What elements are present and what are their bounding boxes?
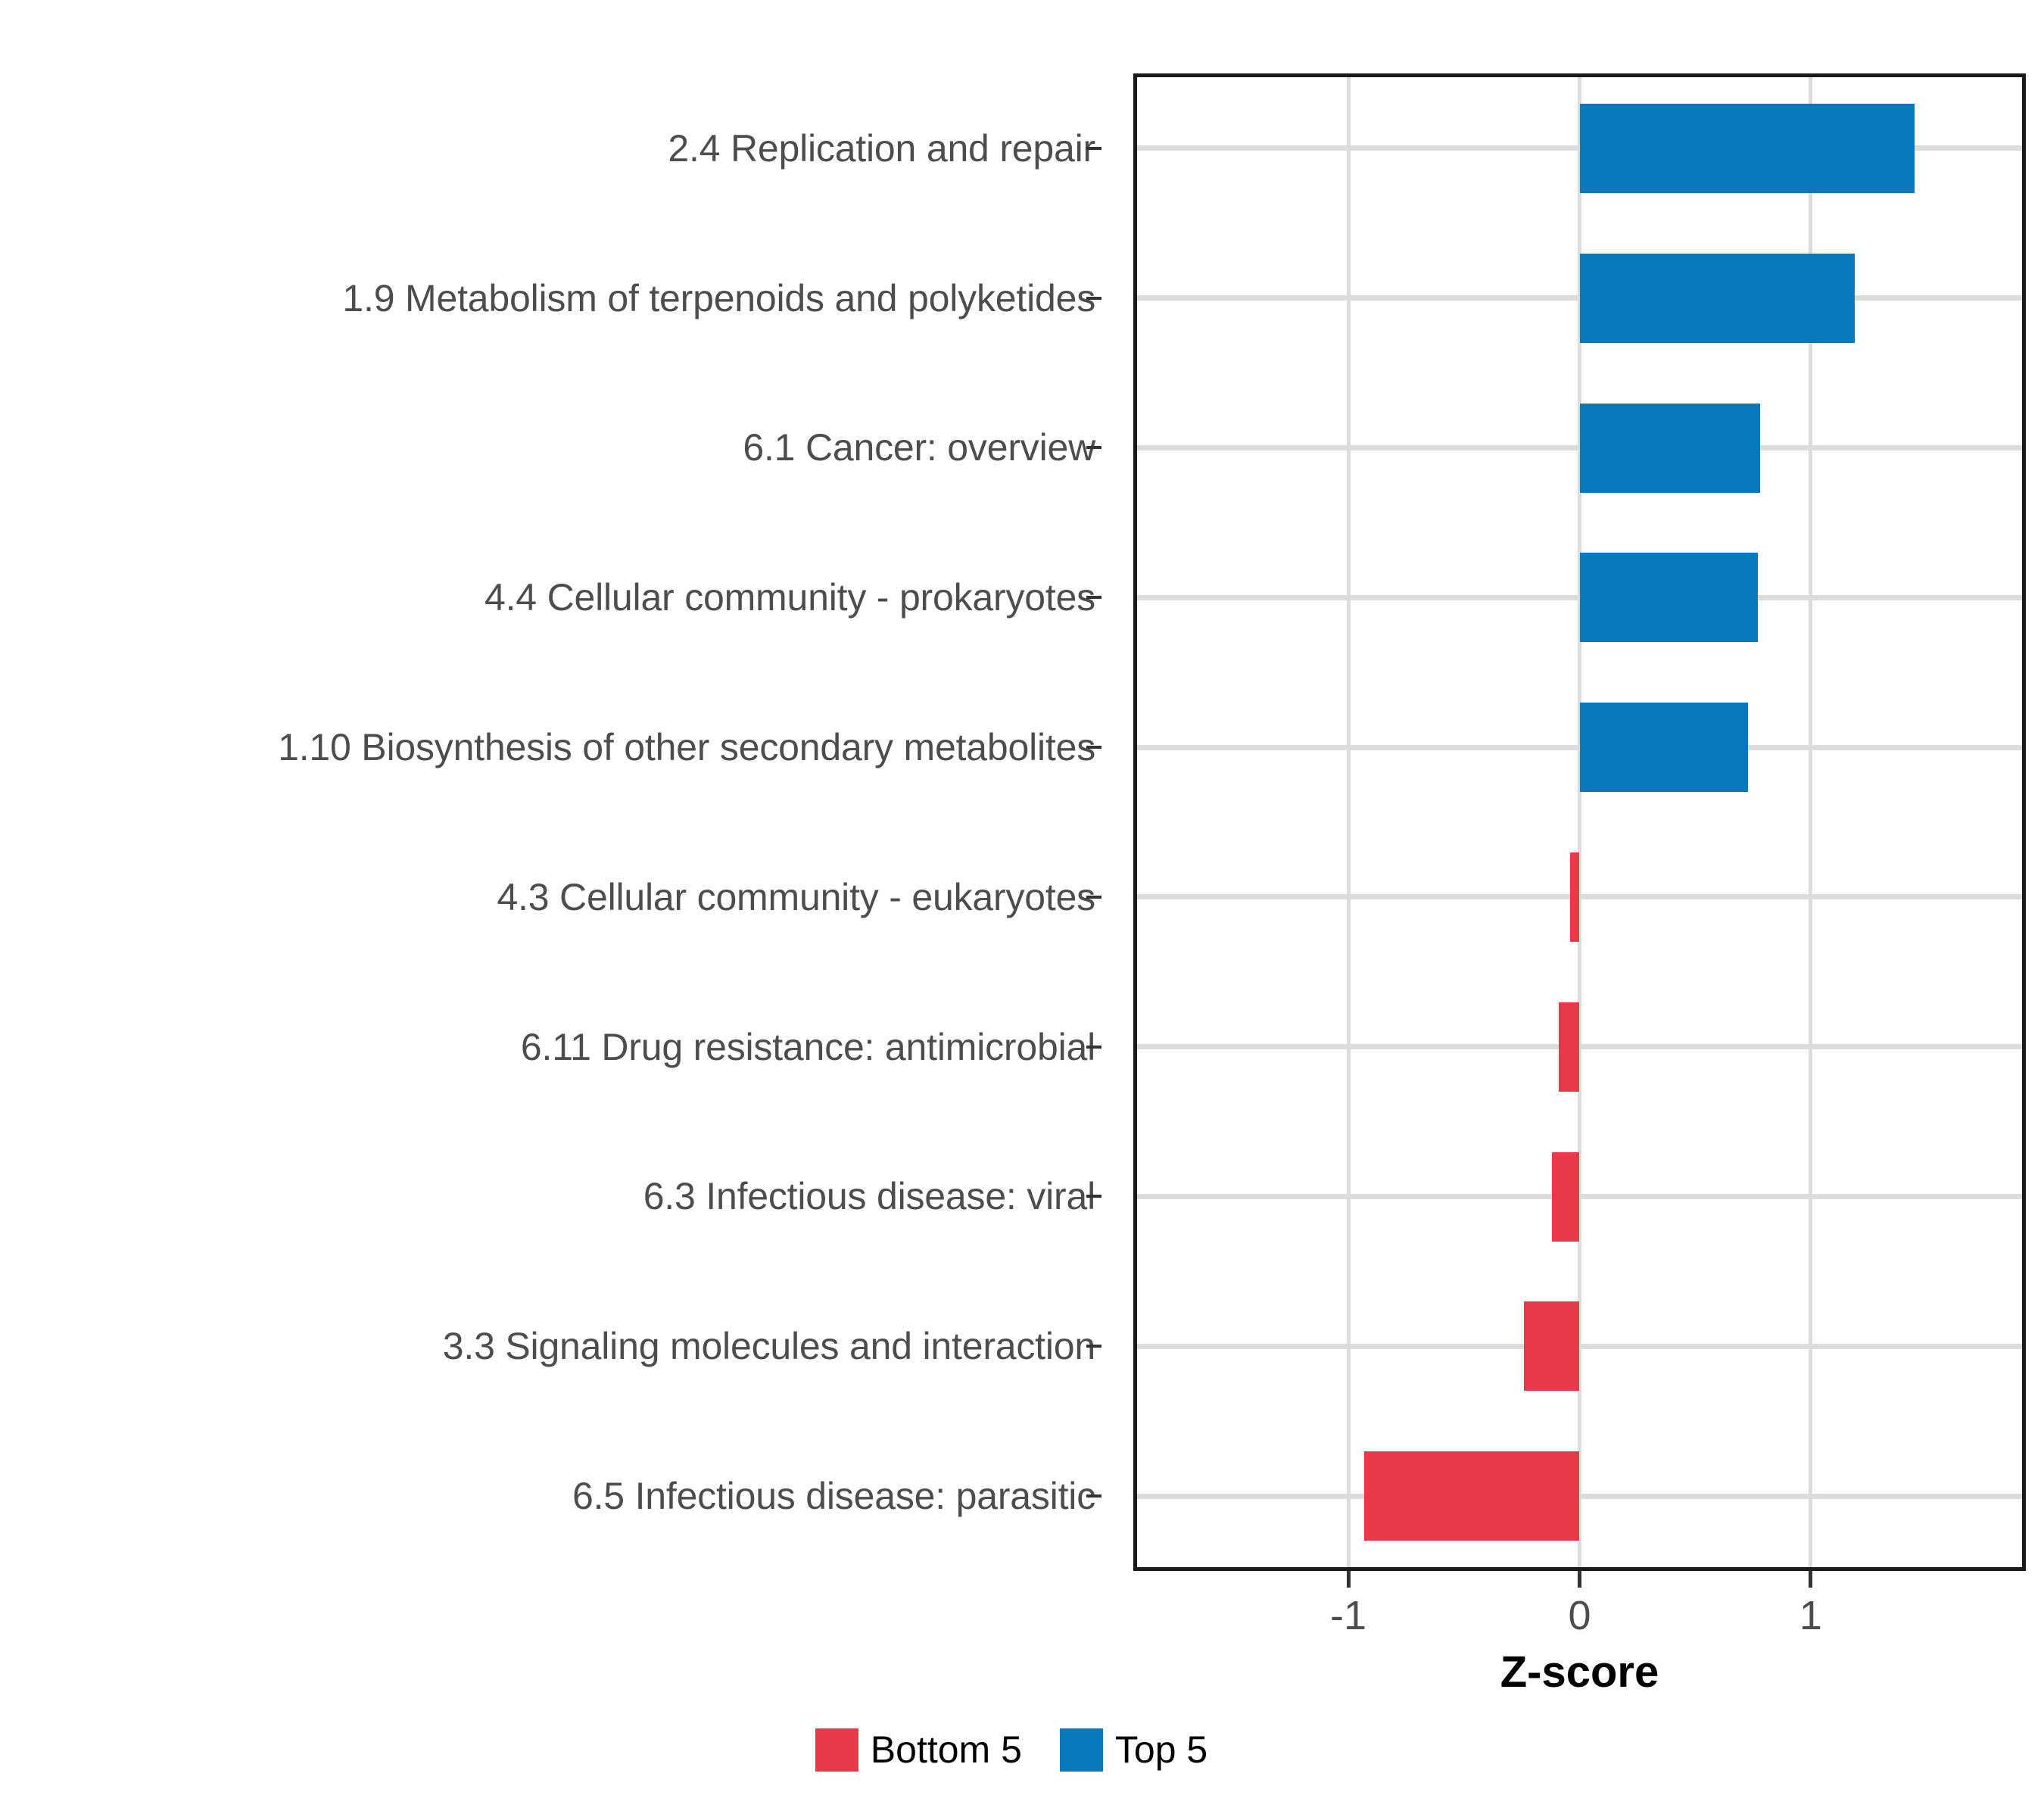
y-axis-category-label: 6.1 Cancer: overview (743, 426, 1095, 469)
y-axis-category-label: 6.11 Drug resistance: antimicrobial (520, 1025, 1095, 1068)
horizontal-gridline (1137, 1044, 2022, 1050)
x-axis-tick-label: 1 (1799, 1593, 1822, 1638)
bar (1570, 852, 1580, 942)
y-axis-tick-mark (1086, 446, 1101, 450)
y-axis-category-label: 6.3 Infectious disease: viral (643, 1175, 1096, 1218)
y-axis-tick-mark (1086, 596, 1101, 600)
y-axis-tick-mark (1086, 895, 1101, 899)
y-axis-category-label-row: 6.5 Infectious disease: parasitic (0, 1421, 1101, 1571)
y-axis-tick-mark (1086, 1494, 1101, 1498)
plot-panel (1133, 73, 2026, 1571)
bar (1579, 253, 1855, 343)
y-axis-labels: 2.4 Replication and repair 1.9 Metabolism… (0, 73, 1101, 1571)
horizontal-gridline (1137, 894, 2022, 900)
y-axis-category-label-row: 4.4 Cellular community - prokaryotes (0, 522, 1101, 672)
y-axis-tick-mark (1086, 1195, 1101, 1198)
y-axis-category-label: 2.4 Replication and repair (668, 126, 1095, 170)
legend: Bottom 5 Top 5 (0, 1728, 2044, 1772)
y-axis-tick-mark (1086, 146, 1101, 150)
y-axis-category-label-row: 2.4 Replication and repair (0, 73, 1101, 223)
y-axis-category-label-row: 4.3 Cellular community - eukaryotes (0, 822, 1101, 972)
legend-label: Bottom 5 (870, 1728, 1022, 1771)
bar (1364, 1451, 1580, 1541)
y-axis-tick-mark (1086, 1345, 1101, 1348)
x-axis-tick-mark (1346, 1571, 1351, 1588)
x-axis-tick-label: 0 (1568, 1593, 1591, 1638)
y-axis-category-label-row: 3.3 Signaling molecules and interaction (0, 1271, 1101, 1421)
y-axis-category-label: 3.3 Signaling molecules and interaction (442, 1325, 1095, 1368)
x-axis-tick-mark (1578, 1571, 1581, 1588)
vertical-gridline (1578, 77, 1581, 1567)
bar (1551, 1152, 1580, 1242)
y-axis-category-label-row: 1.10 Biosynthesis of other secondary met… (0, 672, 1101, 822)
bar (1579, 403, 1760, 493)
x-axis-tick-label: -1 (1330, 1593, 1367, 1638)
vertical-gridline (1346, 77, 1351, 1567)
horizontal-gridline (1137, 1194, 2022, 1199)
y-axis-category-label-row: 6.11 Drug resistance: antimicrobial (0, 972, 1101, 1122)
legend-color-swatch (1059, 1728, 1103, 1772)
horizontal-gridline (1137, 1343, 2022, 1349)
bar (1524, 1301, 1580, 1392)
y-axis-tick-mark (1086, 746, 1101, 750)
vertical-gridline (1809, 77, 1813, 1567)
y-axis-category-label: 1.9 Metabolism of terpenoids and polyket… (342, 276, 1095, 319)
y-axis-category-label-row: 6.1 Cancer: overview (0, 373, 1101, 523)
bar (1579, 703, 1749, 793)
bar (1579, 553, 1758, 643)
bar (1579, 103, 1915, 193)
x-axis: -1 0 1 (1133, 1571, 2026, 1677)
horizontal-gridline (1137, 1493, 2022, 1499)
bar (1559, 1002, 1580, 1092)
x-axis-tick-mark (1809, 1571, 1813, 1588)
y-axis-category-label-row: 6.3 Infectious disease: viral (0, 1122, 1101, 1272)
legend-color-swatch (815, 1728, 858, 1772)
y-axis-category-label: 4.3 Cellular community - eukaryotes (497, 875, 1095, 918)
y-axis-category-label: 6.5 Infectious disease: parasitic (572, 1475, 1095, 1518)
y-axis-category-label: 4.4 Cellular community - prokaryotes (485, 576, 1095, 619)
y-axis-category-label: 1.10 Biosynthesis of other secondary met… (278, 726, 1095, 769)
y-axis-tick-mark (1086, 296, 1101, 300)
y-axis-category-label-row: 1.9 Metabolism of terpenoids and polyket… (0, 223, 1101, 373)
x-axis-title: Z-score (1500, 1647, 1659, 1697)
legend-item[interactable]: Bottom 5 (815, 1728, 1043, 1772)
legend-label: Top 5 (1114, 1728, 1208, 1771)
legend-item[interactable]: Top 5 (1059, 1728, 1229, 1772)
y-axis-tick-mark (1086, 1045, 1101, 1049)
